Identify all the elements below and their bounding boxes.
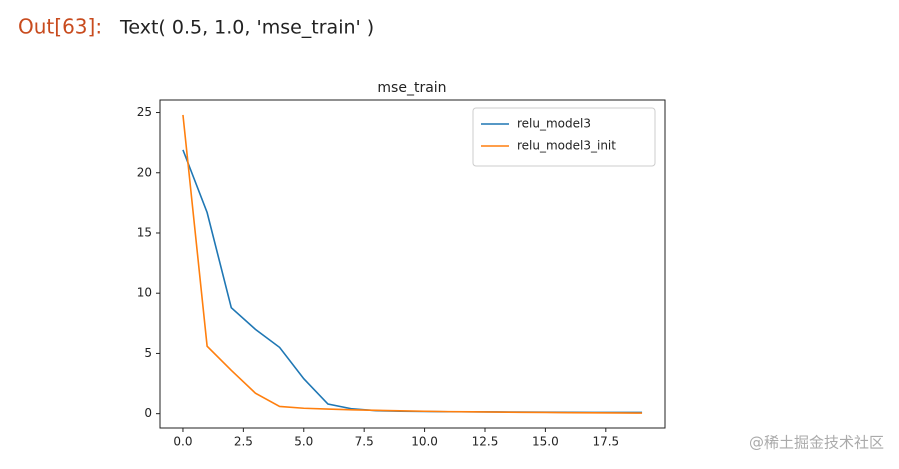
y-tick-label: 5 bbox=[144, 346, 152, 360]
y-tick-label: 0 bbox=[144, 406, 152, 420]
x-tick-label: 5.0 bbox=[294, 435, 313, 449]
x-tick-label: 10.0 bbox=[411, 435, 438, 449]
x-tick-label: 7.5 bbox=[355, 435, 374, 449]
chart-title: mse_train bbox=[377, 80, 446, 96]
x-tick-label: 2.5 bbox=[234, 435, 253, 449]
output-text: Text( 0.5, 1.0, 'mse_train' ) bbox=[119, 17, 374, 39]
y-tick-label: 10 bbox=[137, 286, 152, 300]
y-tick-label: 25 bbox=[137, 105, 152, 119]
out-prompt: Out[63]: bbox=[18, 15, 102, 39]
legend-label: relu_model3_init bbox=[517, 139, 616, 153]
x-tick-label: 0.0 bbox=[173, 435, 192, 449]
x-tick-label: 12.5 bbox=[472, 435, 499, 449]
legend-box bbox=[472, 107, 656, 167]
line-series bbox=[182, 114, 643, 414]
line-series bbox=[182, 149, 643, 414]
y-tick-label: 20 bbox=[137, 165, 152, 179]
plot-frame bbox=[159, 99, 666, 429]
watermark: @稀土掘金技术社区 bbox=[749, 434, 884, 452]
legend-label: relu_model3 bbox=[517, 117, 591, 131]
x-tick-label: 15.0 bbox=[532, 435, 559, 449]
x-tick-label: 17.5 bbox=[592, 435, 619, 449]
y-tick-label: 15 bbox=[137, 225, 152, 239]
